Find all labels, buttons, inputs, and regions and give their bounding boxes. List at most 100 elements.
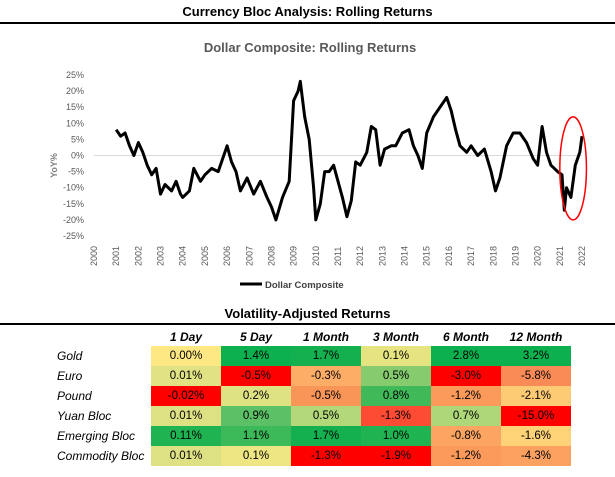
x-tick-label: 2020 xyxy=(533,246,543,266)
row-label: Yuan Bloc xyxy=(57,409,112,423)
value-cell: -5.8% xyxy=(501,366,571,386)
y-tick-label: -10% xyxy=(63,183,84,193)
table-row: Pound -0.02% 0.2% -0.5% 0.8% -1.2% -2.1% xyxy=(48,386,571,406)
y-tick-label: -25% xyxy=(63,231,84,241)
value-cell: 0.01% xyxy=(151,366,221,386)
value-cell: 3.2% xyxy=(501,346,571,366)
y-tick-label: -20% xyxy=(63,215,84,225)
value-cell: -1.2% xyxy=(431,386,501,406)
value-cell: 1.4% xyxy=(221,346,291,366)
value-cell: -0.5% xyxy=(291,386,361,406)
y-tick-label: 15% xyxy=(66,102,84,112)
value-cell: 0.5% xyxy=(291,406,361,426)
table-row: Commodity Bloc 0.01% 0.1% -1.3% -1.9% -1.2% -4… xyxy=(48,446,571,466)
row-label: Euro xyxy=(57,369,83,383)
y-axis-label: YoY% xyxy=(49,153,59,178)
x-tick-label: 2012 xyxy=(355,246,365,266)
title-divider xyxy=(0,22,615,24)
value-cell: -0.3% xyxy=(291,366,361,386)
value-cell: 0.11% xyxy=(151,426,221,446)
row-label: Gold xyxy=(57,349,83,363)
table-row: Yuan Bloc 0.01% 0.9% 0.5% -1.3% 0.7% -15.0% xyxy=(48,406,571,426)
x-tick-label: 2008 xyxy=(266,246,276,266)
table-row: Euro 0.01% -0.5% -0.3% 0.5% -3.0% -5.8% xyxy=(48,366,571,386)
value-cell: 0.7% xyxy=(431,406,501,426)
value-cell: -0.02% xyxy=(151,386,221,406)
value-cell: 0.8% xyxy=(361,386,431,406)
corner-cell xyxy=(48,327,151,346)
table-row: Emerging Bloc 0.11% 1.1% 1.7% 1.0% -0.8% -1.6% xyxy=(48,426,571,446)
y-tick-label: 5% xyxy=(71,134,84,144)
column-header: 1 Month xyxy=(303,329,349,344)
legend: Dollar Composite xyxy=(240,280,344,291)
x-tick-label: 2002 xyxy=(133,246,143,266)
value-cell: 0.00% xyxy=(151,346,221,366)
value-cell: -0.5% xyxy=(221,366,291,386)
column-header: 6 Month xyxy=(443,329,489,344)
value-cell: -1.3% xyxy=(361,406,431,426)
value-cell: -1.6% xyxy=(501,426,571,446)
y-tick-label: 0% xyxy=(71,151,84,161)
value-cell: 2.8% xyxy=(431,346,501,366)
x-tick-label: 2004 xyxy=(178,246,188,266)
value-cell: 1.7% xyxy=(291,426,361,446)
x-tick-label: 2010 xyxy=(311,246,321,266)
x-tick-label: 2022 xyxy=(577,246,587,266)
x-tick-label: 2014 xyxy=(400,246,410,266)
x-tick-label: 2016 xyxy=(444,246,454,266)
value-cell: -15.0% xyxy=(501,406,571,426)
y-tick-label: -15% xyxy=(63,199,84,209)
x-tick-label: 2021 xyxy=(555,246,565,266)
x-tick-label: 2015 xyxy=(422,246,432,266)
value-cell: 1.7% xyxy=(291,346,361,366)
x-tick-label: 2005 xyxy=(200,246,210,266)
x-tick-label: 2018 xyxy=(488,246,498,266)
x-tick-label: 2019 xyxy=(510,246,520,266)
column-header: 12 Month xyxy=(509,329,563,344)
y-tick-label: 20% xyxy=(66,86,84,96)
legend-label: Dollar Composite xyxy=(265,280,344,291)
value-cell: -1.2% xyxy=(431,446,501,466)
value-cell: 0.01% xyxy=(151,406,221,426)
y-tick-label: 25% xyxy=(66,70,84,80)
x-tick-label: 2009 xyxy=(289,246,299,266)
y-tick-label: 10% xyxy=(66,118,84,128)
value-cell: -1.9% xyxy=(361,446,431,466)
row-label: Pound xyxy=(57,389,92,403)
column-header: 1 Day xyxy=(169,329,203,344)
rolling-returns-chart: Dollar Composite: Rolling Returns 25% 20%… xyxy=(49,40,588,291)
x-tick-label: 2003 xyxy=(156,246,166,266)
row-label: Emerging Bloc xyxy=(57,429,136,443)
value-cell: 0.5% xyxy=(361,366,431,386)
x-tick-label: 2001 xyxy=(111,246,121,266)
page-title: Currency Bloc Analysis: Rolling Returns xyxy=(182,4,433,19)
value-cell: -3.0% xyxy=(431,366,501,386)
value-cell: 0.1% xyxy=(361,346,431,366)
x-tick-label: 2000 xyxy=(89,246,99,266)
x-tick-label: 2017 xyxy=(466,246,476,266)
x-tick-label: 2011 xyxy=(333,247,343,266)
returns-table: 1 Day 5 Day 1 Month 3 Month 6 Month 12 Month … xyxy=(48,327,571,466)
value-cell: -1.3% xyxy=(291,446,361,466)
column-header: 3 Month xyxy=(373,329,419,344)
y-tick-label: -5% xyxy=(68,167,84,177)
x-tick-label: 2013 xyxy=(377,246,387,266)
value-cell: 1.1% xyxy=(221,426,291,446)
table-divider xyxy=(0,323,615,325)
value-cell: 0.9% xyxy=(221,406,291,426)
table-row: Gold 0.00% 1.4% 1.7% 0.1% 2.8% 3.2% xyxy=(48,346,571,366)
x-tick-label: 2006 xyxy=(222,246,232,266)
chart-title: Dollar Composite: Rolling Returns xyxy=(204,40,416,55)
row-label: Commodity Bloc xyxy=(57,449,145,463)
value-cell: 0.2% xyxy=(221,386,291,406)
value-cell: -4.3% xyxy=(501,446,571,466)
value-cell: -2.1% xyxy=(501,386,571,406)
series-line-dollar-composite xyxy=(114,79,584,222)
table-title: Volatility-Adjusted Returns xyxy=(224,306,391,321)
value-cell: -0.8% xyxy=(431,426,501,446)
value-cell: 0.1% xyxy=(221,446,291,466)
column-header: 5 Day xyxy=(239,329,273,344)
value-cell: 1.0% xyxy=(361,426,431,446)
x-tick-label: 2007 xyxy=(244,246,254,266)
highlight-ellipse xyxy=(559,116,588,221)
